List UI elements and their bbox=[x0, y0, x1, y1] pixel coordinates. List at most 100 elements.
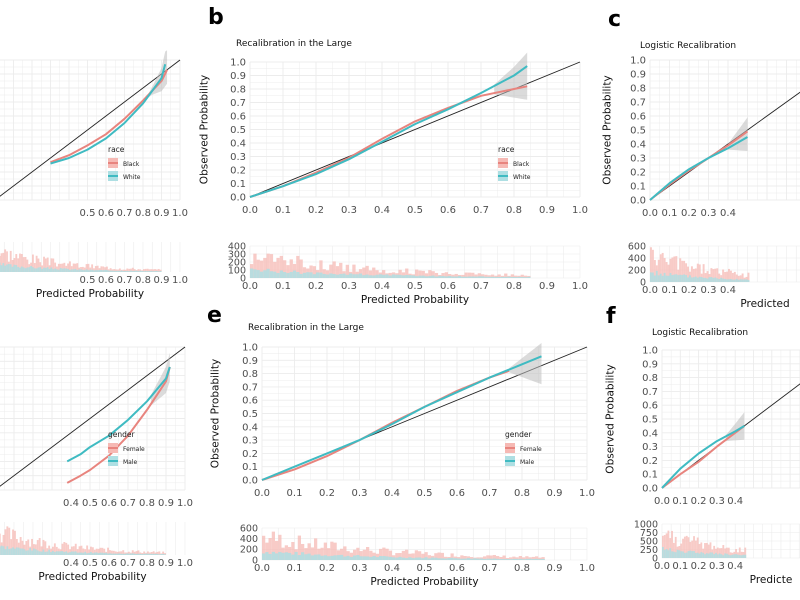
series-line-black bbox=[50, 69, 168, 164]
histogram-bar bbox=[36, 540, 39, 555]
histogram-bar bbox=[266, 253, 270, 278]
histogram-bar bbox=[14, 548, 16, 555]
histogram-bar bbox=[345, 274, 349, 278]
histogram-x-tick: 0.9 bbox=[154, 275, 170, 286]
calibration-panel: c Logistic Recalibration Observed Probabil… bbox=[602, 7, 800, 310]
histogram-bar bbox=[359, 556, 363, 560]
histogram-bar bbox=[735, 274, 738, 282]
histogram-bar bbox=[71, 551, 73, 555]
histogram-bar bbox=[29, 548, 32, 555]
histogram-bar bbox=[463, 558, 467, 560]
histogram-bar bbox=[492, 558, 496, 560]
histogram-bar bbox=[451, 274, 455, 278]
histogram-bar bbox=[398, 556, 402, 560]
histogram-bar bbox=[737, 279, 740, 282]
x-tick-label: 0.1 bbox=[672, 496, 688, 507]
histogram-bar bbox=[299, 273, 303, 278]
histogram-bar bbox=[484, 274, 488, 278]
y-tick-label: 0.5 bbox=[630, 126, 646, 137]
histogram-bar bbox=[107, 547, 109, 555]
histogram-bar bbox=[527, 276, 531, 278]
y-tick-label: 0.9 bbox=[242, 356, 258, 367]
histogram-bar bbox=[31, 550, 33, 555]
histogram-bar bbox=[444, 556, 448, 560]
histogram-bar bbox=[90, 551, 92, 555]
histogram-bar bbox=[6, 251, 8, 272]
histogram-bar bbox=[292, 270, 297, 278]
histogram-bar bbox=[48, 549, 51, 555]
histogram-bar bbox=[40, 546, 43, 555]
histogram-bar bbox=[709, 552, 712, 558]
histogram-bar bbox=[10, 539, 13, 555]
histogram-bar bbox=[727, 547, 730, 558]
histogram-bar bbox=[98, 269, 101, 272]
histogram-bar bbox=[323, 542, 327, 560]
histogram-bar bbox=[724, 271, 727, 282]
histogram-bar bbox=[339, 273, 343, 278]
histogram-bar bbox=[414, 557, 418, 560]
histogram-bar bbox=[477, 273, 481, 278]
histogram-bar bbox=[421, 270, 425, 278]
histogram-bar bbox=[434, 272, 439, 278]
histogram-bar bbox=[44, 267, 47, 272]
histogram-bar bbox=[2, 263, 5, 272]
y-tick-label: 0.7 bbox=[630, 98, 646, 109]
histogram-bar bbox=[385, 556, 389, 560]
histogram-bar bbox=[418, 557, 422, 560]
histogram-bar bbox=[651, 272, 654, 282]
x-tick-label: 1.0 bbox=[177, 498, 193, 509]
histogram-bar bbox=[428, 270, 432, 278]
histogram-bar bbox=[57, 263, 60, 272]
histogram-bar bbox=[502, 555, 506, 560]
legend-title: race bbox=[108, 145, 125, 154]
histogram-bar bbox=[90, 546, 92, 555]
histogram-bar bbox=[57, 551, 60, 555]
histogram-bar bbox=[411, 558, 415, 560]
histogram-bar bbox=[28, 267, 31, 272]
histogram-bar bbox=[12, 547, 14, 555]
histogram-bar bbox=[162, 551, 165, 555]
histogram-bar bbox=[109, 268, 112, 272]
histogram-bar bbox=[256, 270, 260, 278]
histogram-bar bbox=[43, 267, 45, 272]
histogram-bar bbox=[712, 277, 715, 282]
histogram-bar bbox=[89, 269, 92, 272]
histogram-bar bbox=[256, 259, 260, 278]
x-tick-label: 0.7 bbox=[120, 498, 136, 509]
histogram-bar bbox=[59, 551, 62, 555]
histogram-bar bbox=[114, 553, 117, 555]
histogram-bar bbox=[307, 543, 311, 560]
histogram-bar bbox=[669, 273, 672, 282]
histogram-bar bbox=[722, 269, 725, 282]
histogram-bar bbox=[88, 552, 90, 555]
histogram-bar bbox=[740, 551, 743, 558]
y-tick-label: 0.6 bbox=[230, 112, 246, 123]
histogram-bar bbox=[17, 258, 20, 272]
histogram-bar bbox=[76, 549, 79, 555]
x-tick-label: 0.6 bbox=[440, 205, 456, 216]
histogram-bar bbox=[137, 271, 140, 272]
histogram-bar bbox=[152, 271, 155, 272]
series-line-white bbox=[50, 63, 167, 165]
histogram-bar bbox=[450, 557, 454, 560]
histogram-bar bbox=[737, 275, 740, 282]
histogram-bar bbox=[431, 271, 435, 278]
histogram-bar bbox=[34, 549, 37, 555]
histogram-bar bbox=[678, 550, 681, 558]
histogram-bar bbox=[471, 276, 475, 278]
histogram-bar bbox=[72, 263, 75, 272]
histogram-bar bbox=[61, 268, 64, 272]
histogram-bar bbox=[8, 527, 11, 555]
histogram-x-tick: 0.2 bbox=[691, 561, 707, 572]
y-tick-label: 0.5 bbox=[242, 409, 258, 420]
histogram-bar bbox=[143, 269, 145, 272]
histogram-x-tick: 0.9 bbox=[547, 563, 563, 574]
histogram-bar bbox=[356, 547, 360, 560]
panel-title: Logistic Recalibration bbox=[652, 328, 748, 338]
histogram-bar bbox=[15, 547, 18, 555]
histogram-y-tick: 750 bbox=[640, 528, 658, 539]
histogram-bar bbox=[346, 555, 350, 560]
histogram-bar bbox=[26, 259, 29, 272]
histogram-bar bbox=[335, 266, 340, 278]
histogram-y-tick: 600 bbox=[628, 241, 646, 252]
